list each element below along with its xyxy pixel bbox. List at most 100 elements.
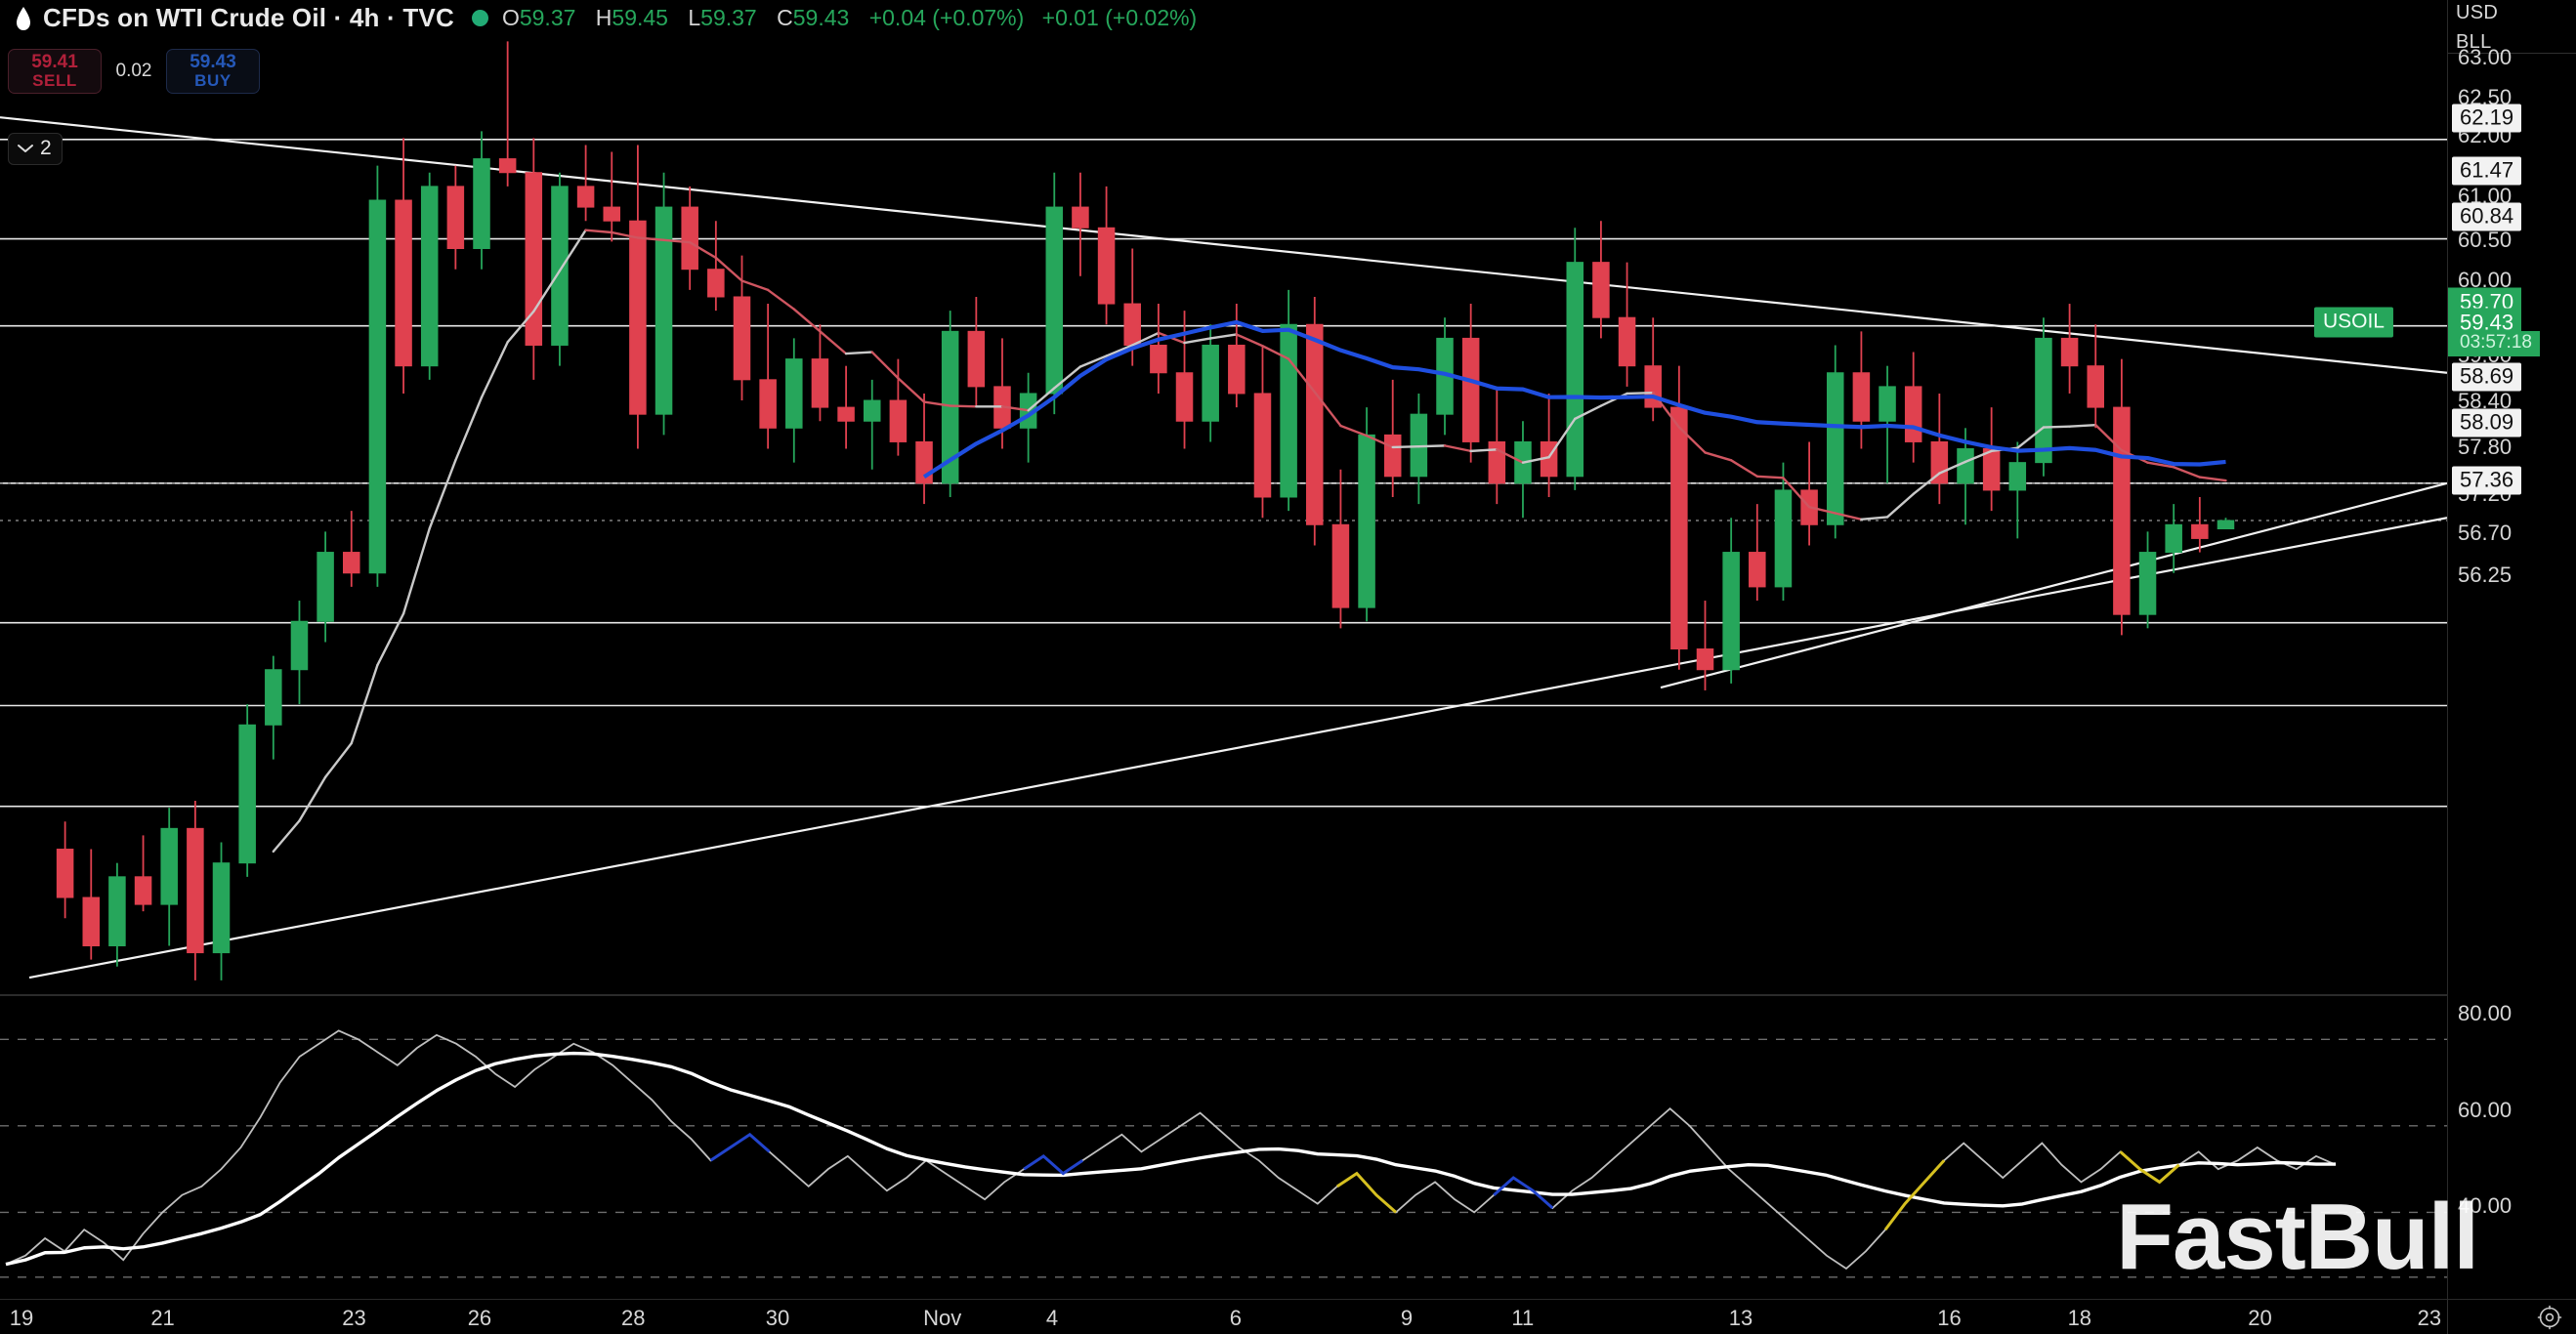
high-label: H	[595, 5, 612, 30]
time-tick: 23	[342, 1306, 366, 1330]
candle-body	[1175, 372, 1194, 422]
ma-fast-line	[1547, 417, 1577, 459]
candle-body	[265, 669, 282, 726]
time-tick: 6	[1229, 1306, 1243, 1330]
candle-body	[2165, 523, 2182, 554]
price-level-tag[interactable]: 58.09	[2452, 408, 2522, 438]
price-scale[interactable]: USD BLL 63.0062.5062.0061.0060.5060.0059…	[2447, 0, 2576, 1334]
main-price-pane[interactable]	[0, 0, 2447, 994]
candle-body	[1331, 523, 1350, 608]
candle-body	[551, 186, 569, 346]
time-tick: 26	[467, 1306, 492, 1330]
candle-body	[187, 827, 204, 954]
time-tick: 28	[621, 1306, 646, 1330]
candle-body	[82, 896, 101, 947]
price-level-tag[interactable]: 60.84	[2452, 202, 2522, 231]
price-level-tag[interactable]: 58.69	[2452, 362, 2522, 392]
buy-button[interactable]: 59.43 BUY	[166, 49, 260, 94]
ma-fast-line	[1131, 331, 1161, 347]
ma-fast-line	[1755, 475, 1785, 479]
oscillator-tick: 60.00	[2458, 1098, 2513, 1122]
sell-button[interactable]: 59.41 SELL	[8, 49, 102, 94]
ma-fast-line	[714, 256, 743, 282]
ma-fast-line	[323, 741, 353, 778]
ma-fast-line	[2094, 423, 2124, 452]
candle-body	[1566, 262, 1584, 478]
ma-fast-line	[532, 270, 562, 313]
ma-fast-line	[1365, 434, 1394, 449]
candle-body	[1097, 227, 1116, 305]
ma-fast-line	[480, 341, 509, 399]
candle-body	[2008, 462, 2027, 491]
ma-fast-line	[506, 310, 535, 344]
candle-body	[1774, 489, 1793, 588]
ma-fast-line	[1729, 459, 1759, 478]
ma-fast-line	[2172, 466, 2202, 479]
close-label: C	[777, 5, 793, 30]
clock-settings-icon[interactable]	[2537, 1305, 2562, 1330]
candle-body	[655, 206, 673, 415]
ma-fast-line	[1469, 448, 1499, 453]
currency-label: USD	[2456, 2, 2499, 23]
candle-body	[2217, 520, 2235, 530]
time-scale[interactable]: 19 21 23 26 28 30 Nov 4 6 9 11 13 16 18 20 23	[0, 1299, 2576, 1334]
divider	[2447, 1300, 2448, 1334]
candle-body	[473, 158, 490, 250]
time-tick: Nov	[923, 1306, 962, 1330]
ma-fast-line	[350, 663, 379, 745]
close-value: 59.43	[792, 5, 850, 30]
bar-countdown: 03:57:18	[2448, 331, 2540, 356]
price-level-tag[interactable]: 57.36	[2452, 466, 2522, 495]
ma-fast-line	[1912, 472, 1941, 496]
candle-body	[1592, 262, 1610, 318]
ma-fast-line	[1183, 337, 1212, 345]
change-percent-secondary: (+0.02%)	[1105, 5, 1198, 30]
oscillator-crossover-marker	[709, 1132, 771, 1162]
oscillator-pane[interactable]	[0, 996, 2447, 1299]
symbol-tag[interactable]: USOIL	[2313, 307, 2393, 338]
chevron-down-icon[interactable]	[17, 143, 34, 154]
candle-body	[967, 330, 986, 388]
candle-body	[1957, 448, 1974, 484]
pane-divider[interactable]	[0, 994, 2447, 996]
ma-fast-line	[584, 229, 613, 234]
chart-legend: CFDs on WTI Crude Oil · 4h · TVC O59.37 …	[14, 3, 1197, 33]
candle-body	[1150, 344, 1167, 374]
ma-fast-line	[1521, 455, 1550, 464]
quantity-stepper[interactable]: 2	[8, 133, 63, 165]
page-title: CFDs on WTI Crude Oil · 4h · TVC	[43, 3, 454, 32]
candle-body	[1072, 206, 1089, 229]
candle-body	[941, 330, 959, 484]
change-absolute-secondary: +0.01	[1041, 5, 1099, 30]
time-tick: 9	[1400, 1306, 1414, 1330]
oscillator-line	[5, 1029, 2337, 1271]
candle-body	[395, 199, 412, 367]
candle-body	[1826, 372, 1844, 525]
candle-body	[2138, 552, 2157, 615]
ma-fast-line	[2146, 461, 2175, 469]
candle-body	[889, 399, 908, 442]
ma-fast-line	[1496, 448, 1525, 464]
candle-body	[603, 206, 621, 222]
candle-body	[446, 186, 465, 249]
buy-label: BUY	[194, 71, 232, 91]
ma-fast-line	[454, 396, 484, 462]
trade-panel[interactable]: 59.41 SELL 0.02 59.43 BUY	[8, 49, 260, 94]
candle-body	[811, 358, 829, 408]
candle-body	[1930, 440, 1949, 484]
candle-body	[733, 296, 751, 381]
candle-body	[290, 620, 309, 671]
ma-fast-line	[1834, 512, 1863, 521]
ma-fast-line	[1574, 404, 1603, 421]
ma-fast-line	[766, 288, 795, 311]
price-level-tag[interactable]: 62.19	[2452, 104, 2522, 133]
candle-body	[1670, 406, 1688, 650]
open-value: 59.37	[519, 5, 576, 30]
oscillator-crossover-marker	[1883, 1159, 1946, 1231]
candle-body	[1904, 386, 1922, 442]
price-level-tag[interactable]: 61.47	[2452, 156, 2522, 186]
candle-body	[1618, 316, 1636, 367]
candle-body	[1253, 393, 1272, 498]
ma-fast-line	[1000, 405, 1030, 412]
